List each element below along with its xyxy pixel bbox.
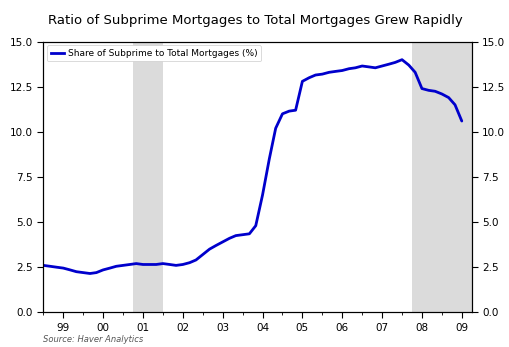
Text: Source: Haver Analytics: Source: Haver Analytics [43,335,144,344]
Bar [411,42,471,312]
Bar [133,42,162,312]
Legend: Share of Subprime to Total Mortgages (%): Share of Subprime to Total Mortgages (%) [47,45,261,61]
Text: Ratio of Subprime Mortgages to Total Mortgages Grew Rapidly: Ratio of Subprime Mortgages to Total Mor… [47,14,462,27]
